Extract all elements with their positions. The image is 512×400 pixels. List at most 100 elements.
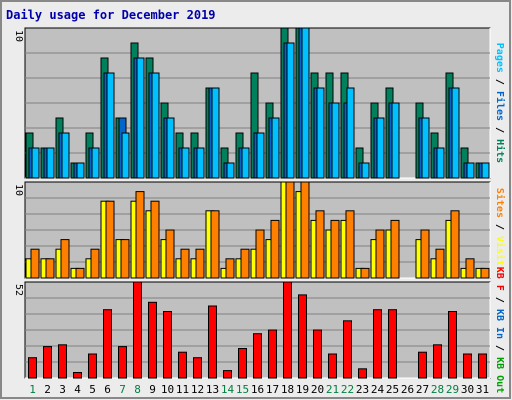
bar-sites-day-5 [90,248,100,279]
x-tick-label-day-23: 23 [356,383,369,396]
x-tick-label-day-2: 2 [44,383,51,396]
side-label-part: Hits [494,139,506,163]
bar-sites-day-12 [195,248,205,279]
bar-kb-f-day-5 [88,353,97,379]
bar-pages-day-4 [76,162,85,179]
bar-sites-day-9 [150,200,160,279]
x-tick-label-day-17: 17 [266,383,279,396]
bar-pages-day-14 [226,162,235,179]
bar-kb-f-day-24 [373,309,382,379]
bar-pages-day-30 [466,162,475,179]
bar-pages-day-10 [166,117,175,179]
bar-kb-f-day-20 [313,329,322,379]
side-label-part: KB Out [494,357,505,393]
bar-pages-day-7 [121,132,130,179]
bar-sites-day-11 [180,248,190,279]
bar-pages-day-3 [61,132,70,179]
bar-pages-day-8 [136,57,145,179]
bar-sites-day-8 [135,191,145,279]
bar-sites-day-16 [255,229,265,279]
bar-kb-f-day-1 [28,357,37,379]
bar-pages-day-1 [31,147,40,179]
side-label: KB F / KB In / KB Out [494,267,505,393]
bar-pages-day-9 [151,72,160,179]
bar-sites-day-15 [240,248,250,279]
bar-pages-day-16 [256,132,265,179]
side-label-part: / [494,339,505,357]
x-tick-label-day-26: 26 [401,383,414,396]
bar-pages-day-2 [46,147,55,179]
bar-pages-day-13 [211,87,220,179]
bar-kb-f-day-4 [73,372,82,379]
bar-kb-f-day-10 [163,311,172,379]
bar-kb-f-day-16 [253,333,262,379]
bar-kb-f-day-7 [118,346,127,379]
bar-kb-f-day-17 [268,329,277,379]
bar-kb-f-day-25 [388,309,397,379]
bar-kb-f-day-15 [238,348,247,379]
bar-kb-f-day-9 [148,301,157,379]
side-label: Pages / Files / Hits [494,43,506,163]
x-tick-label-day-31: 31 [476,383,489,396]
bar-pages-day-19 [301,27,310,179]
bar-pages-day-20 [316,87,325,179]
y-max-label: 52 [13,284,24,296]
panel-pages-files-hits: 10 Pages / Files / Hits [13,27,506,179]
bar-pages-day-31 [481,162,490,179]
bar-sites-day-13 [210,210,220,279]
x-tick-label-day-4: 4 [74,383,81,396]
side-label-part: / [494,73,505,91]
bar-sites-day-17 [270,219,280,279]
bar-sites-day-10 [165,229,175,279]
panel-visits-sites: 10 Sites / Visits [13,181,506,279]
bar-sites-day-27 [420,229,430,279]
bar-kb-f-day-13 [208,305,217,379]
bar-sites-day-14 [225,258,235,279]
side-label-part: Pages [494,43,505,73]
bar-pages-day-27 [421,117,430,179]
bar-pages-day-18 [286,42,295,179]
x-tick-label-day-22: 22 [341,383,354,396]
bar-sites-day-20 [315,210,325,279]
x-tick-label-day-11: 11 [176,383,189,396]
x-tick-label-day-12: 12 [191,383,204,396]
x-tick-label-day-15: 15 [236,383,249,396]
x-tick-label-day-9: 9 [149,383,156,396]
bar-sites-day-30 [465,258,475,279]
bar-kb-f-day-21 [328,353,337,379]
y-max-label: 10 [13,30,24,42]
side-label-part: / [494,121,505,139]
bar-kb-f-day-27 [418,351,427,379]
bar-pages-day-29 [451,87,460,179]
bar-kb-f-day-18 [283,281,292,379]
bar-pages-day-28 [436,147,445,179]
x-tick-label-day-19: 19 [296,383,309,396]
side-label-part: Sites [494,188,506,218]
bar-pages-day-11 [181,147,190,179]
x-tick-label-day-30: 30 [461,383,474,396]
bar-pages-day-23 [361,162,370,179]
bar-kb-f-day-8 [133,281,142,379]
x-tick-label-day-18: 18 [281,383,294,396]
y-max-label: 10 [13,184,24,196]
side-label-part: KB In [494,309,505,339]
bar-pages-day-25 [391,102,400,179]
bar-sites-day-7 [120,239,130,279]
bar-sites-day-25 [390,219,400,279]
bar-kb-f-day-6 [103,309,112,379]
x-tick-label-day-8: 8 [134,383,141,396]
bar-kb-f-day-30 [463,353,472,379]
x-tick-label-day-20: 20 [311,383,324,396]
bar-sites-day-18 [285,181,295,279]
chart-title: Daily usage for December 2019 [6,8,216,22]
bar-kb-f-day-23 [358,368,367,379]
bar-sites-day-28 [435,248,445,279]
x-tick-label-day-5: 5 [89,383,96,396]
side-label-part: Visits [494,236,506,272]
bar-sites-day-19 [300,181,310,279]
side-label-part: / [494,218,505,236]
bar-sites-day-6 [105,200,115,279]
x-tick-label-day-21: 21 [326,383,339,396]
